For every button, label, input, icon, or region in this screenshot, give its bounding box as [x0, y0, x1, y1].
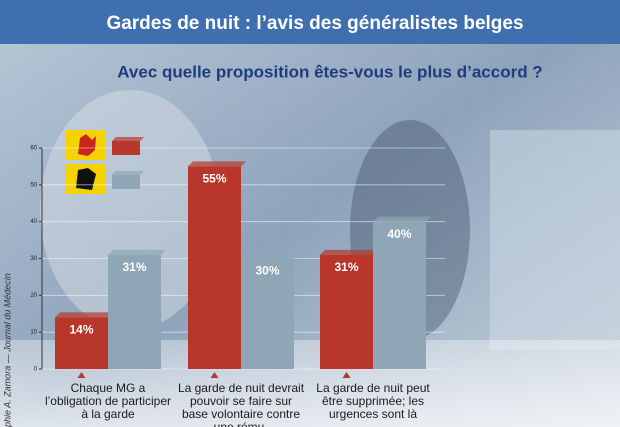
- legend-swatch: [112, 141, 140, 155]
- y-tick-label: 30: [30, 256, 37, 262]
- x-tick-label: La garde de nuit devrait pouvoir se fair…: [177, 381, 305, 427]
- legend-swatch: [112, 175, 140, 189]
- legend-swatch-top: [112, 171, 144, 175]
- value-label: 31%: [334, 260, 358, 274]
- y-tick-label: 20: [30, 293, 37, 299]
- value-label: 30%: [255, 264, 279, 278]
- bar-top: [188, 161, 246, 167]
- legend-swatch-top: [112, 137, 144, 141]
- x-tick-label: Chaque MG a l’obligation de participer à…: [44, 381, 172, 421]
- photo-window: [490, 130, 620, 350]
- bar: [241, 258, 294, 369]
- marker-triangle: [77, 372, 86, 378]
- bar-top: [320, 249, 378, 255]
- y-tick-label: 40: [30, 219, 37, 225]
- marker-triangle: [342, 372, 351, 378]
- chart-subtitle: Avec quelle proposition êtes-vous le plu…: [117, 62, 542, 81]
- chart-title: Gardes de nuit : l’avis des généralistes…: [106, 13, 523, 34]
- y-tick-label: 50: [30, 182, 37, 188]
- y-tick-label: 60: [30, 146, 37, 152]
- bar: [55, 317, 108, 369]
- bar-top: [108, 249, 166, 255]
- bar-top: [241, 253, 299, 259]
- flag-rooster: [78, 134, 96, 156]
- title-banner: [0, 0, 620, 44]
- value-label: 55%: [202, 172, 226, 186]
- value-label: 31%: [122, 260, 146, 274]
- value-label: 40%: [387, 227, 411, 241]
- value-label: 14%: [69, 323, 93, 337]
- y-tick-label: 10: [30, 330, 37, 336]
- bar: [373, 221, 426, 369]
- bar-top: [373, 216, 431, 222]
- bar: [188, 166, 241, 369]
- x-tick-label: La garde de nuit peut être supprimée; le…: [316, 381, 430, 421]
- bar-top: [55, 312, 113, 318]
- bar: [108, 254, 161, 369]
- credit: phie A. Zamora — Journal du Médecin: [2, 273, 12, 427]
- bar: [320, 254, 373, 369]
- marker-triangle: [210, 372, 219, 378]
- y-tick-label: 0: [34, 367, 38, 373]
